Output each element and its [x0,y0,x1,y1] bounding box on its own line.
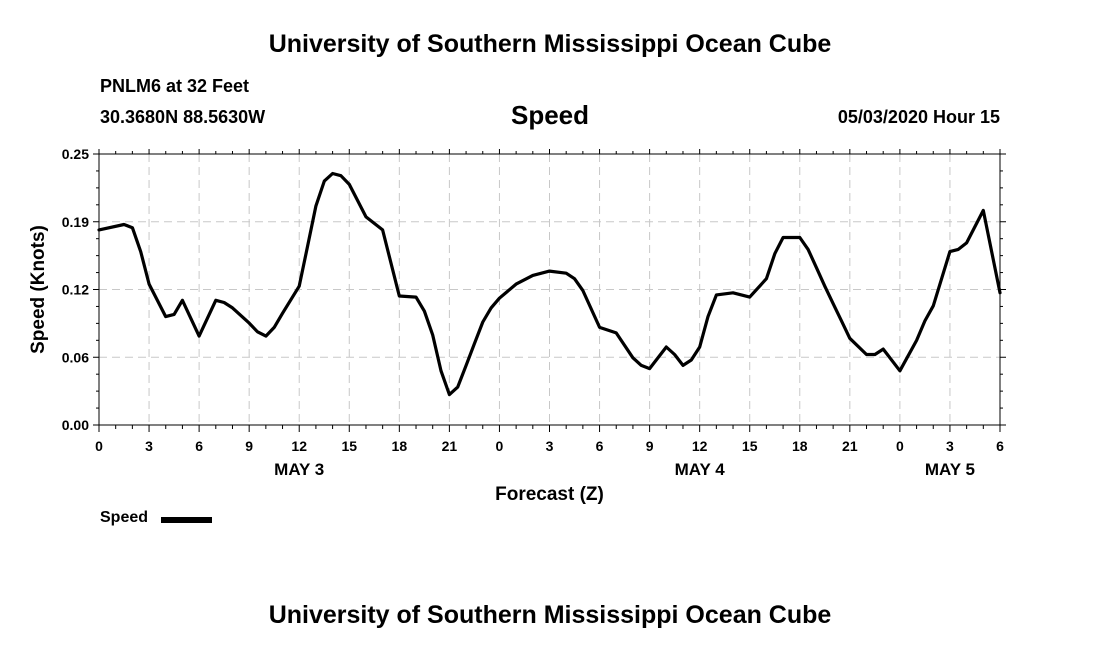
x-tick-label: 6 [596,438,604,454]
x-tick-label: 3 [145,438,153,454]
chart-title: Speed [510,100,590,130]
x-tick-label: 3 [946,438,954,454]
speed-series-line [97,171,1002,397]
y-tick-label: 0.06 [62,349,89,365]
date-label: MAY 3 [274,460,324,479]
plot-frame [98,153,1001,426]
legend-swatch [161,517,212,523]
x-tick-label: 12 [291,438,307,454]
date-label: MAY 5 [925,460,975,479]
y-axis-label: Speed (Knots) [28,225,49,354]
x-tick-label: 21 [442,438,458,454]
x-tick-label: 0 [95,438,103,454]
x-tick-label: 18 [392,438,408,454]
x-tick-label: 21 [842,438,858,454]
x-tick-label: 6 [996,438,1004,454]
y-tick-label: 0.00 [62,417,89,433]
x-tick-label: 0 [896,438,904,454]
x-axis-label: Forecast (Z) [495,484,604,505]
issue-time: 05/03/2020 Hour 15 [837,107,1000,127]
y-tick-label: 0.12 [62,282,89,298]
date-label: MAY 4 [675,460,726,479]
x-tick-label: 6 [195,438,203,454]
x-tick-label: 3 [546,438,554,454]
x-tick-label: 15 [742,438,758,454]
x-tick-label: 0 [496,438,504,454]
x-tick-label: 15 [341,438,357,454]
x-tick-label: 18 [792,438,808,454]
station-coords: 30.3680N 88.5630W [100,107,266,127]
y-tick-label: 0.25 [62,146,89,162]
x-tick-label: 12 [692,438,708,454]
x-tick-label: 9 [646,438,654,454]
y-tick-label: 0.19 [62,214,89,230]
page-title-bottom: University of Southern Mississippi Ocean… [268,601,832,629]
page-title-top: University of Southern Mississippi Ocean… [268,30,832,58]
x-tick-label: 9 [245,438,253,454]
legend-label: Speed [100,509,149,526]
station-label: PNLM6 at 32 Feet [100,76,250,96]
